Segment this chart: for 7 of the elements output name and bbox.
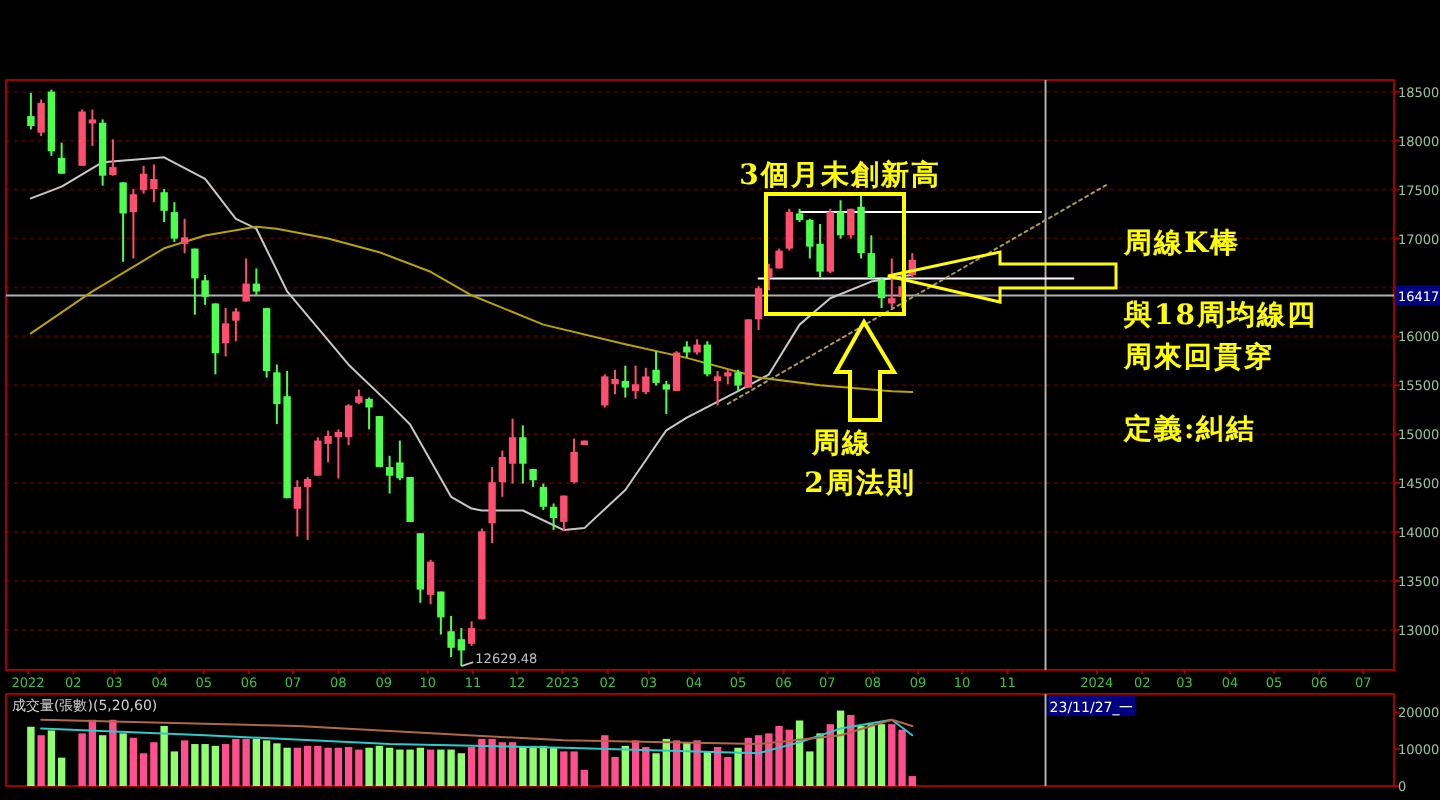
annotation: 周線	[810, 428, 872, 460]
annotation: 與18周均線四	[1122, 300, 1317, 332]
annotation: 定義:糾結	[1122, 412, 1257, 446]
annotation: 周來回貫穿	[1122, 340, 1274, 374]
annotation: 2周法則	[804, 468, 916, 500]
annotation: 3個月未創新高	[739, 158, 941, 192]
annotation: 周線K棒	[1122, 228, 1241, 260]
